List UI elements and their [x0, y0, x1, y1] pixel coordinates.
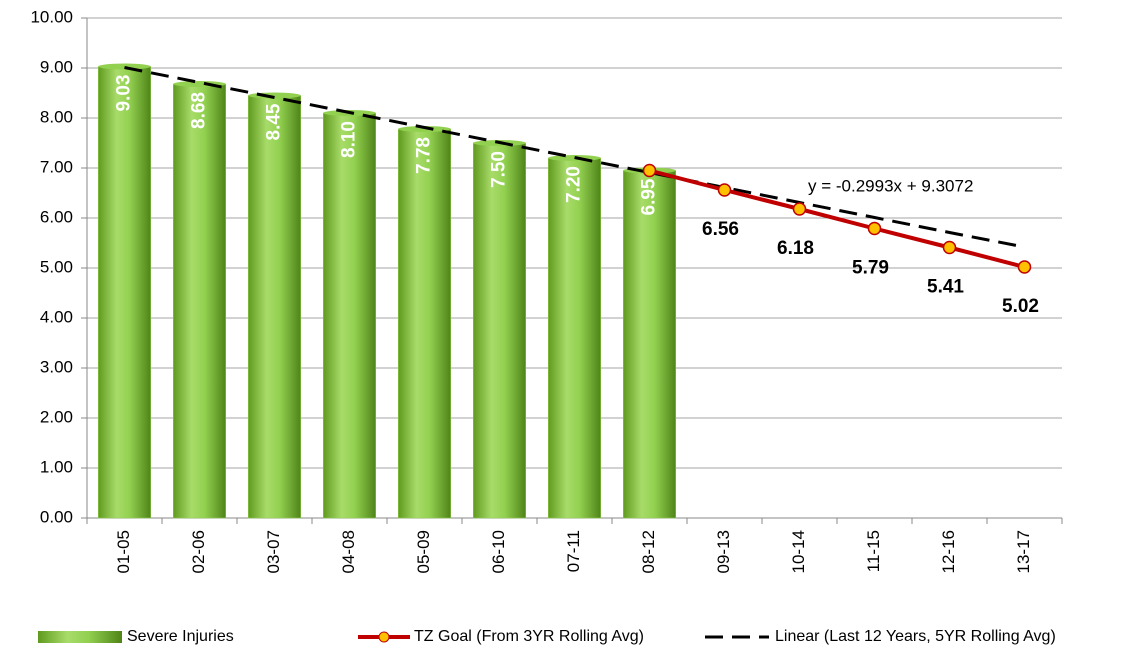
y-tick-label: 5.00	[40, 257, 73, 276]
bar-value-label: 7.20	[564, 166, 585, 203]
legend-swatch	[38, 631, 122, 643]
legend-label: Linear (Last 12 Years, 5YR Rolling Avg)	[775, 628, 1056, 645]
x-tick-label: 09-13	[714, 530, 733, 573]
y-tick-label: 0.00	[40, 507, 73, 526]
goal-marker	[1017, 260, 1032, 274]
bar-value-label: 6.95	[639, 178, 660, 215]
goal-line	[648, 168, 1026, 269]
goal-marker	[642, 163, 657, 178]
bar	[173, 83, 226, 519]
bar-cap	[98, 63, 151, 70]
goal-value-label: 6.18	[777, 238, 814, 259]
goal-value-label: 5.79	[852, 258, 889, 279]
y-tick-label: 3.00	[40, 357, 73, 376]
x-tick-label: 05-09	[414, 530, 433, 573]
goal-value-label: 5.41	[927, 277, 964, 298]
bar	[98, 66, 151, 519]
goal-marker	[717, 183, 732, 197]
bar	[398, 128, 451, 519]
goal-value-label: 6.56	[702, 219, 739, 240]
x-tick-label: 11-15	[864, 530, 883, 572]
y-tick-label: 6.00	[40, 207, 73, 226]
x-tick-label: 02-06	[189, 530, 208, 573]
x-tick-label: 13-17	[1014, 530, 1033, 573]
bar	[623, 170, 676, 519]
bar-value-label: 8.45	[264, 103, 285, 140]
bar-value-label: 7.50	[489, 151, 510, 188]
goal-marker	[942, 240, 957, 255]
bar-value-label: 9.03	[114, 75, 135, 112]
bar	[323, 112, 376, 519]
x-tick-label: 03-07	[264, 530, 283, 573]
y-tick-label: 8.00	[40, 107, 73, 126]
goal-marker	[792, 202, 807, 216]
x-tick-label: 01-05	[114, 530, 133, 573]
bar	[473, 142, 526, 519]
y-tick-label: 10.00	[30, 7, 73, 26]
x-tick-label: 08-12	[639, 530, 658, 573]
legend-marker	[378, 631, 390, 643]
x-tick-label: 04-08	[339, 530, 358, 573]
y-tick-label: 9.00	[40, 57, 73, 76]
goal-value-label: 5.02	[1002, 296, 1039, 317]
y-tick-label: 2.00	[40, 407, 73, 426]
bar-value-label: 7.78	[414, 137, 435, 174]
x-tick-label: 10-14	[789, 530, 808, 573]
y-tick-label: 7.00	[40, 157, 73, 176]
bar	[548, 157, 601, 519]
legend-label: Severe Injuries	[127, 628, 234, 645]
y-tick-label: 1.00	[40, 457, 73, 476]
bar-value-label: 8.68	[189, 92, 210, 129]
trend-line	[124, 66, 1025, 249]
bar-value-label: 8.10	[339, 121, 360, 158]
x-tick-label: 12-16	[939, 530, 958, 573]
x-tick-label: 06-10	[489, 530, 508, 573]
goal-marker	[867, 221, 882, 236]
trend-equation: y = -0.2993x + 9.3072	[808, 176, 973, 195]
x-tick-label: 07-11	[564, 530, 583, 572]
bar	[248, 95, 301, 519]
legend-label: TZ Goal (From 3YR Rolling Avg)	[414, 628, 644, 645]
y-tick-label: 4.00	[40, 307, 73, 326]
